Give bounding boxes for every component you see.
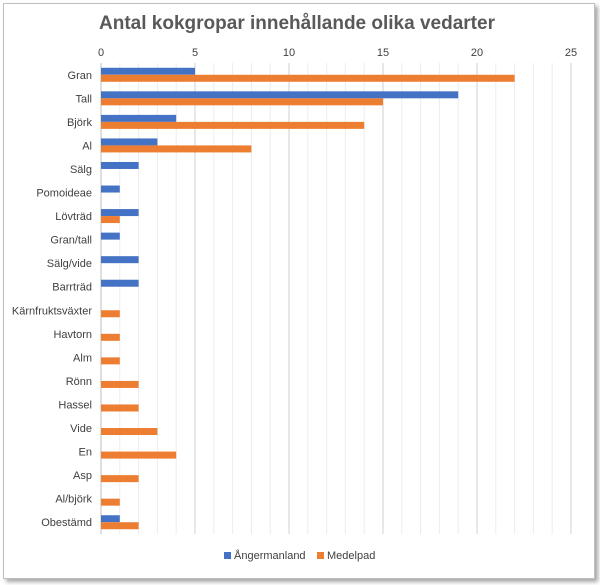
bar-angermanland (101, 515, 120, 523)
bar-medelpad (101, 74, 515, 82)
bar-medelpad (101, 357, 120, 365)
category-label: Obestämd (41, 517, 92, 529)
category-label: Al/björk (55, 494, 92, 506)
bar-medelpad (101, 310, 120, 318)
category-label: Kärnfruktsväxter (12, 305, 92, 317)
bar-angermanland (101, 161, 139, 169)
category-label: Havtorn (53, 329, 92, 341)
category-label: Björk (67, 117, 93, 129)
bar-angermanland (101, 185, 120, 193)
bar-medelpad (101, 428, 158, 436)
legend-label: Ångermanland (234, 549, 306, 562)
category-label: Asp (73, 470, 92, 482)
bar-medelpad (101, 380, 139, 388)
gridlines (100, 63, 572, 534)
bar-medelpad (101, 522, 139, 530)
bars (101, 67, 515, 530)
legend-swatch (224, 552, 231, 559)
category-label: Lövträd (55, 211, 92, 223)
bar-medelpad (101, 404, 139, 412)
x-tick-label: 20 (471, 47, 483, 59)
category-label: Rönn (66, 376, 92, 388)
bar-angermanland (101, 232, 120, 240)
category-label: Pomoideae (36, 188, 92, 200)
bar-medelpad (101, 98, 383, 106)
category-label: Al (82, 140, 92, 152)
x-tick-label: 5 (192, 47, 198, 59)
bar-angermanland (101, 67, 195, 75)
category-label: Sälg (70, 164, 92, 176)
category-label: Barrträd (52, 282, 92, 294)
x-tick-labels: 0 5 10 15 20 25 (98, 47, 577, 59)
category-label: Alm (73, 352, 92, 364)
chart-title: Antal kokgropar innehållande olika vedar… (99, 13, 496, 34)
bar-angermanland (101, 114, 177, 122)
category-label: Tall (75, 93, 92, 105)
bar-medelpad (101, 216, 120, 224)
x-tick-label: 10 (283, 47, 295, 59)
bar-medelpad (101, 451, 177, 459)
category-label: Hassel (58, 399, 92, 411)
bar-angermanland (101, 279, 139, 287)
bar-medelpad (101, 475, 139, 483)
bar-angermanland (101, 209, 139, 217)
category-label: Sälg/vide (47, 258, 92, 270)
x-tick-label: 15 (377, 47, 389, 59)
category-label: Vide (70, 423, 92, 435)
category-label: Gran/tall (50, 235, 92, 247)
x-tick-label: 0 (98, 47, 104, 59)
bar-angermanland (101, 138, 158, 146)
bar-medelpad (101, 498, 120, 506)
category-label: Gran (68, 70, 92, 82)
category-labels: Gran Tall Björk Al Sälg Pomoideae Lövträd Gran/… (12, 70, 93, 529)
legend-swatch (317, 552, 324, 559)
bar-angermanland (101, 256, 139, 264)
bar-medelpad (101, 121, 365, 129)
bar-medelpad (101, 145, 252, 153)
bar-angermanland (101, 91, 459, 99)
legend-label: Medelpad (327, 550, 375, 562)
x-tick-label: 25 (565, 47, 577, 59)
bar-medelpad (101, 333, 120, 341)
category-label: En (79, 447, 92, 459)
legend: Ångermanland Medelpad (224, 549, 375, 562)
